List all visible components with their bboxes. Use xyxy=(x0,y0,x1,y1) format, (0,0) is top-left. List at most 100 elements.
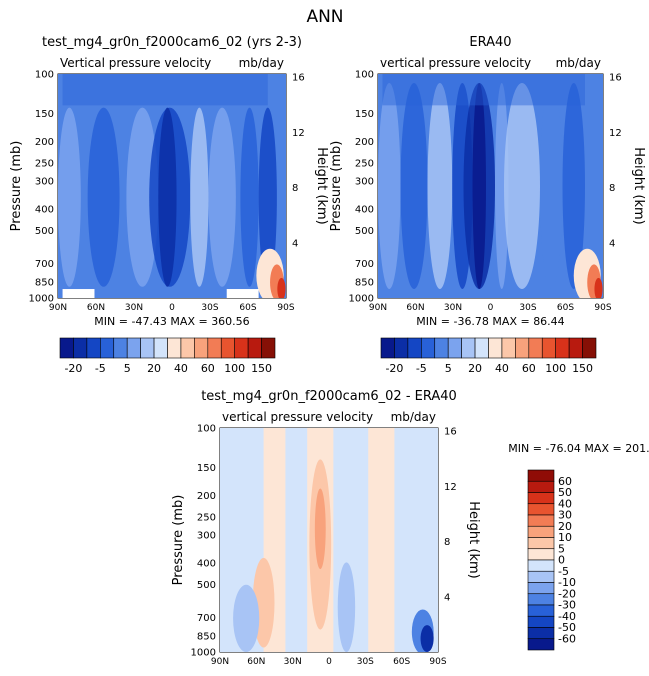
colorbar-label: 60 xyxy=(201,362,215,375)
field-cell xyxy=(540,82,563,290)
colorbar-label: 40 xyxy=(558,497,572,510)
colorbar-swatch xyxy=(527,469,555,482)
plot-field xyxy=(220,428,438,652)
y-tick-label: 250 xyxy=(197,513,216,524)
y-tick-label: 200 xyxy=(355,137,374,148)
y-tick-label: 100 xyxy=(355,70,374,81)
colorbar-swatch xyxy=(527,604,555,617)
colorbar-swatch xyxy=(100,337,115,359)
field-cell xyxy=(420,625,434,652)
field-cell xyxy=(87,107,120,287)
y-tick-label: 400 xyxy=(355,204,374,215)
x-tick-label: 90N xyxy=(211,657,229,667)
panel-subtitle: vertical pressure velocity xyxy=(222,410,373,424)
field-cell xyxy=(562,82,585,290)
y-tick-label: 1000 xyxy=(349,294,374,305)
y-tick-label: 500 xyxy=(355,226,374,237)
colorbar-swatch xyxy=(447,337,462,359)
field-cell xyxy=(427,82,453,290)
colorbar-swatch xyxy=(207,337,222,359)
colorbar-swatch xyxy=(527,514,555,527)
y-tick-label: 200 xyxy=(35,137,54,148)
colorbar-label: -60 xyxy=(558,632,576,645)
colorbar-label: 20 xyxy=(147,362,161,375)
colorbar-swatch xyxy=(555,337,570,359)
field-cell xyxy=(495,82,509,290)
colorbar-swatch xyxy=(527,582,555,595)
y2-tick-label: 16 xyxy=(444,427,457,438)
field-cell xyxy=(472,82,486,290)
colorbar-swatch xyxy=(73,337,88,359)
colorbar-label: 150 xyxy=(572,362,593,375)
colorbar-swatch xyxy=(527,570,555,583)
colorbar-swatch xyxy=(582,337,597,359)
y2-tick-label: 12 xyxy=(609,128,622,139)
panel-title: ERA40 xyxy=(469,35,511,50)
x-tick-label: 30N xyxy=(444,303,462,313)
colorbar-label: -40 xyxy=(558,610,576,623)
plot-field xyxy=(58,74,286,298)
colorbar-swatch xyxy=(234,337,249,359)
colorbar-label: 20 xyxy=(558,520,572,533)
colorbar-label: 5 xyxy=(445,362,452,375)
field-cell xyxy=(258,107,277,287)
colorbar-label: 10 xyxy=(558,531,572,544)
colorbar-swatch xyxy=(113,337,128,359)
y-axis-label: Pressure (mb) xyxy=(329,141,344,232)
colorbar-swatch xyxy=(461,337,476,359)
colorbar-label: 30 xyxy=(558,509,572,522)
field-cell xyxy=(277,277,286,298)
y-axis-label: Pressure (mb) xyxy=(171,495,186,586)
y-tick-label: 400 xyxy=(35,204,54,215)
x-tick-label: 0 xyxy=(488,303,494,313)
colorbar-swatch xyxy=(380,337,395,359)
y2-tick-label: 4 xyxy=(609,238,615,249)
colorbar-label: 50 xyxy=(558,486,572,499)
colorbar-swatch xyxy=(527,627,555,640)
colorbar-swatch xyxy=(527,593,555,606)
colorbar-label: -5 xyxy=(558,565,569,578)
y2-tick-label: 16 xyxy=(292,73,305,84)
y-tick-label: 150 xyxy=(197,463,216,474)
colorbar-swatch xyxy=(474,337,489,359)
y2-tick-label: 4 xyxy=(292,238,298,249)
x-tick-label: 90N xyxy=(369,303,387,313)
x-tick-label: 60S xyxy=(393,657,410,667)
y-tick-label: 250 xyxy=(35,159,54,170)
x-tick-label: 30N xyxy=(125,303,143,313)
y2-axis-label: Height (km) xyxy=(631,147,646,224)
colorbar-swatch xyxy=(541,337,556,359)
colorbar-swatch xyxy=(247,337,262,359)
y2-axis-label: Height (km) xyxy=(466,501,481,578)
x-tick-label: 0 xyxy=(326,657,332,667)
field-cell xyxy=(226,289,259,298)
y-tick-label: 700 xyxy=(355,259,374,270)
colorbar-label: -30 xyxy=(558,599,576,612)
colorbar-label: 60 xyxy=(558,475,572,488)
colorbar-swatch xyxy=(527,503,555,516)
x-tick-label: 60N xyxy=(406,303,424,313)
field-cell xyxy=(368,428,395,652)
colorbar-label: -5 xyxy=(416,362,427,375)
y2-axis-label: Height (km) xyxy=(314,147,329,224)
colorbar-swatch xyxy=(407,337,422,359)
y2-tick-label: 8 xyxy=(609,183,615,194)
colorbar-swatch xyxy=(515,337,530,359)
y-tick-label: 850 xyxy=(197,632,216,643)
y2-tick-label: 4 xyxy=(444,592,450,603)
colorbar: -20 -5 5 20 40 60 100 150 xyxy=(59,337,276,375)
main-title: ANN xyxy=(306,7,343,27)
panel-units: mb/day xyxy=(391,410,436,424)
field-cell xyxy=(240,107,259,287)
field-cell xyxy=(126,107,159,287)
colorbar: -20 -5 5 20 40 60 100 150 xyxy=(380,337,597,375)
colorbar-label: 40 xyxy=(174,362,188,375)
plot-field xyxy=(378,74,603,298)
field-cell xyxy=(190,107,209,287)
colorbar-swatch xyxy=(421,337,436,359)
panel-title: test_mg4_gr0n_f2000cam6_02 - ERA40 xyxy=(201,389,457,404)
colorbar-swatch xyxy=(528,337,543,359)
panel-1: test_mg4_gr0n_f2000cam6_02 (yrs 2-3) Vert… xyxy=(9,35,329,375)
panel-units: mb/day xyxy=(556,56,601,70)
